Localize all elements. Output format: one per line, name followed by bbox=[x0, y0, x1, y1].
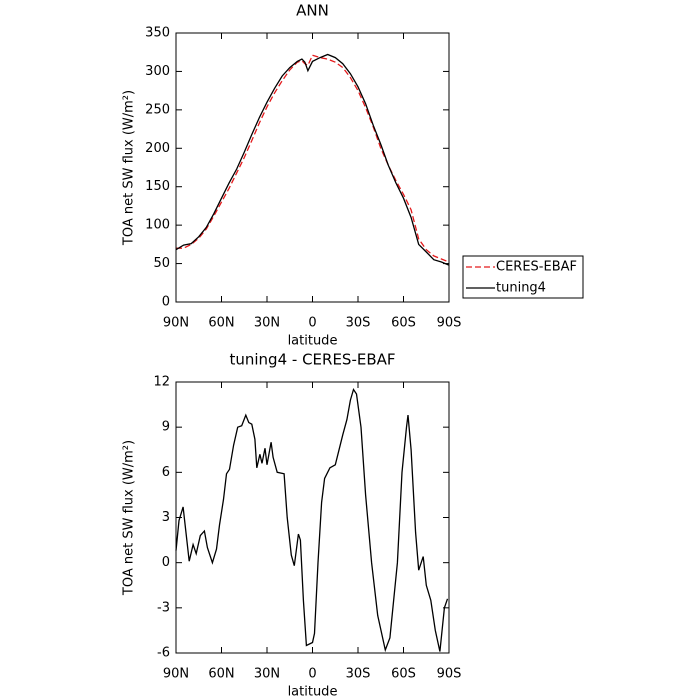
chart-title: ANN bbox=[296, 2, 329, 20]
x-tick-label: 60N bbox=[208, 667, 234, 682]
x-tick-label: 0 bbox=[308, 667, 316, 682]
x-tick-label: 30S bbox=[346, 667, 371, 682]
plot-frame bbox=[175, 381, 450, 654]
x-tick-label: 30N bbox=[254, 316, 280, 331]
y-tick-label: 300 bbox=[145, 64, 170, 79]
y-tick-label: 50 bbox=[153, 256, 170, 271]
y-axis-label: TOA net SW flux (W/m²) bbox=[122, 440, 137, 596]
y-axis-label: TOA net SW flux (W/m²) bbox=[122, 90, 137, 246]
chart-title: tuning4 - CERES-EBAF bbox=[229, 351, 395, 369]
y-tick-label: 0 bbox=[162, 555, 170, 570]
y-tick-label: 200 bbox=[145, 141, 170, 156]
series-line bbox=[176, 54, 450, 263]
x-tick-label: 90S bbox=[437, 667, 462, 682]
y-tick-label: 6 bbox=[162, 465, 170, 480]
x-tick-label: 0 bbox=[308, 316, 316, 331]
x-tick-label: 30S bbox=[346, 316, 371, 331]
y-tick-label: 3 bbox=[162, 510, 170, 525]
y-tick-label: 250 bbox=[145, 102, 170, 117]
y-tick-label: 100 bbox=[145, 218, 170, 233]
y-tick-label: 12 bbox=[153, 375, 170, 390]
x-tick-label: 90N bbox=[163, 667, 189, 682]
legend-label: tuning4 bbox=[496, 281, 546, 296]
y-tick-label: -3 bbox=[157, 600, 170, 615]
x-axis-label: latitude bbox=[288, 685, 338, 700]
y-tick-label: 9 bbox=[162, 420, 170, 435]
x-axis-label: latitude bbox=[288, 334, 338, 349]
legend-label: CERES-EBAF bbox=[496, 260, 577, 275]
x-tick-label: 90N bbox=[163, 316, 189, 331]
x-tick-label: 60N bbox=[208, 316, 234, 331]
x-tick-label: 90S bbox=[437, 316, 462, 331]
series-line bbox=[175, 387, 449, 653]
y-tick-label: 350 bbox=[145, 26, 170, 41]
legend-box bbox=[462, 255, 584, 299]
y-tick-label: -6 bbox=[157, 646, 170, 661]
x-tick-label: 30N bbox=[254, 667, 280, 682]
x-tick-label: 60S bbox=[391, 316, 416, 331]
y-tick-label: 150 bbox=[145, 179, 170, 194]
series-line bbox=[175, 53, 450, 266]
plot-frame bbox=[175, 32, 450, 303]
x-tick-label: 60S bbox=[391, 667, 416, 682]
y-tick-label: 0 bbox=[162, 295, 170, 310]
